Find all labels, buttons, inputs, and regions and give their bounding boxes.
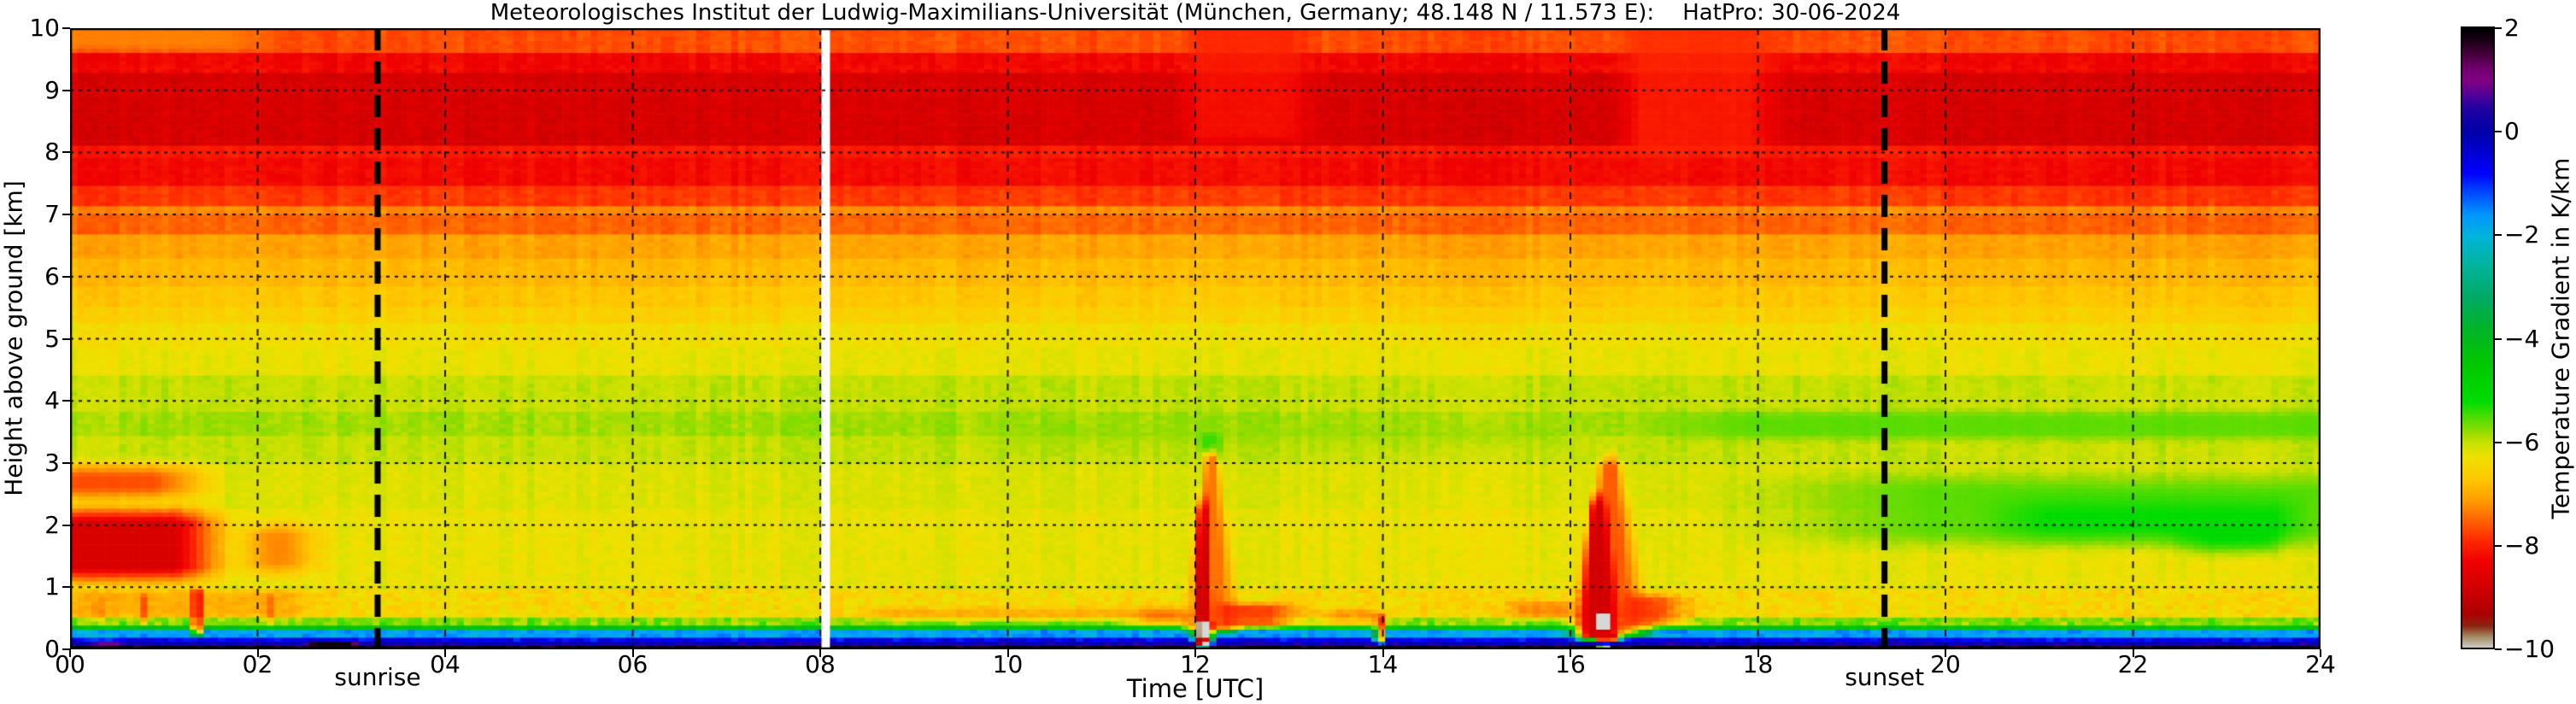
y-tick-label: 3	[44, 448, 60, 477]
y-tick	[62, 337, 70, 340]
y-tick	[62, 400, 70, 402]
y-tick-label: 4	[44, 386, 60, 415]
x-tick	[1382, 649, 1384, 657]
y-tick-label: 0	[44, 635, 60, 663]
x-tick	[1006, 649, 1009, 657]
y-tick-label: 2	[44, 510, 60, 539]
colorbar-tick-label: −4	[2504, 324, 2540, 353]
colorbar-tick	[2495, 337, 2502, 340]
y-tick	[62, 275, 70, 278]
y-tick-label: 1	[44, 572, 60, 601]
y-tick	[62, 27, 70, 29]
x-tick-label: 06	[617, 650, 648, 678]
x-tick-label: 18	[1742, 650, 1774, 678]
colorbar-tick-label: −10	[2504, 635, 2555, 663]
colorbar-tick	[2495, 648, 2502, 650]
sunset-label: sunset	[1845, 663, 1925, 691]
colorbar-tick	[2495, 441, 2502, 443]
x-tick-label: 22	[2117, 650, 2149, 678]
x-tick	[2320, 649, 2321, 657]
y-tick	[62, 524, 70, 526]
x-tick	[819, 649, 821, 657]
x-tick-label: 00	[55, 650, 85, 678]
x-tick	[1194, 649, 1196, 657]
y-tick	[62, 586, 70, 589]
x-tick-label: 20	[1930, 650, 1961, 678]
y-axis-label: Height above ground [km]	[0, 180, 28, 496]
y-tick	[62, 151, 70, 154]
colorbar-tick-label: 2	[2504, 14, 2520, 42]
x-tick	[444, 649, 446, 657]
y-tick-label: 5	[44, 324, 60, 353]
x-tick-label: 12	[1180, 650, 1211, 678]
sunrise-label: sunrise	[334, 663, 421, 691]
y-tick-label: 10	[29, 14, 60, 42]
colorbar-tick	[2495, 27, 2502, 29]
x-tick	[631, 649, 634, 657]
y-tick-label: 8	[44, 138, 60, 167]
y-tick-label: 9	[44, 75, 60, 104]
colorbar-tick	[2495, 544, 2502, 547]
x-tick-label: 14	[1367, 650, 1399, 678]
colorbar-tick-label: −8	[2504, 531, 2540, 560]
x-tick	[256, 649, 259, 657]
colorbar-tick-label: −2	[2504, 220, 2540, 249]
colorbar-tick-label: 0	[2504, 117, 2520, 146]
y-tick	[62, 214, 70, 216]
y-tick-label: 6	[44, 261, 60, 290]
x-tick-label: 02	[242, 650, 273, 678]
y-tick-label: 7	[44, 200, 60, 229]
x-tick-label: 04	[430, 650, 461, 678]
chart-title: Meteorologisches Institut der Ludwig-Max…	[490, 0, 1901, 26]
colorbar-tick-label: −6	[2504, 427, 2540, 456]
y-tick	[62, 461, 70, 464]
x-axis-label: Time [UTC]	[1126, 674, 1265, 703]
x-tick	[1570, 649, 1571, 657]
x-tick	[1757, 649, 1759, 657]
colorbar-canvas	[2462, 28, 2495, 649]
x-tick-label: 10	[992, 650, 1024, 678]
heatmap-canvas	[70, 28, 2321, 649]
y-tick	[62, 89, 70, 91]
colorbar-tick	[2495, 131, 2502, 133]
x-tick	[69, 649, 71, 657]
x-tick	[1945, 649, 1946, 657]
y-tick	[62, 648, 70, 650]
x-tick-label: 08	[805, 650, 836, 678]
x-tick-label: 24	[2305, 650, 2336, 678]
x-tick	[2132, 649, 2134, 657]
colorbar-tick	[2495, 234, 2502, 237]
x-tick-label: 16	[1555, 650, 1586, 678]
colorbar-label: Temperature Gradient in K/km	[2546, 157, 2575, 519]
